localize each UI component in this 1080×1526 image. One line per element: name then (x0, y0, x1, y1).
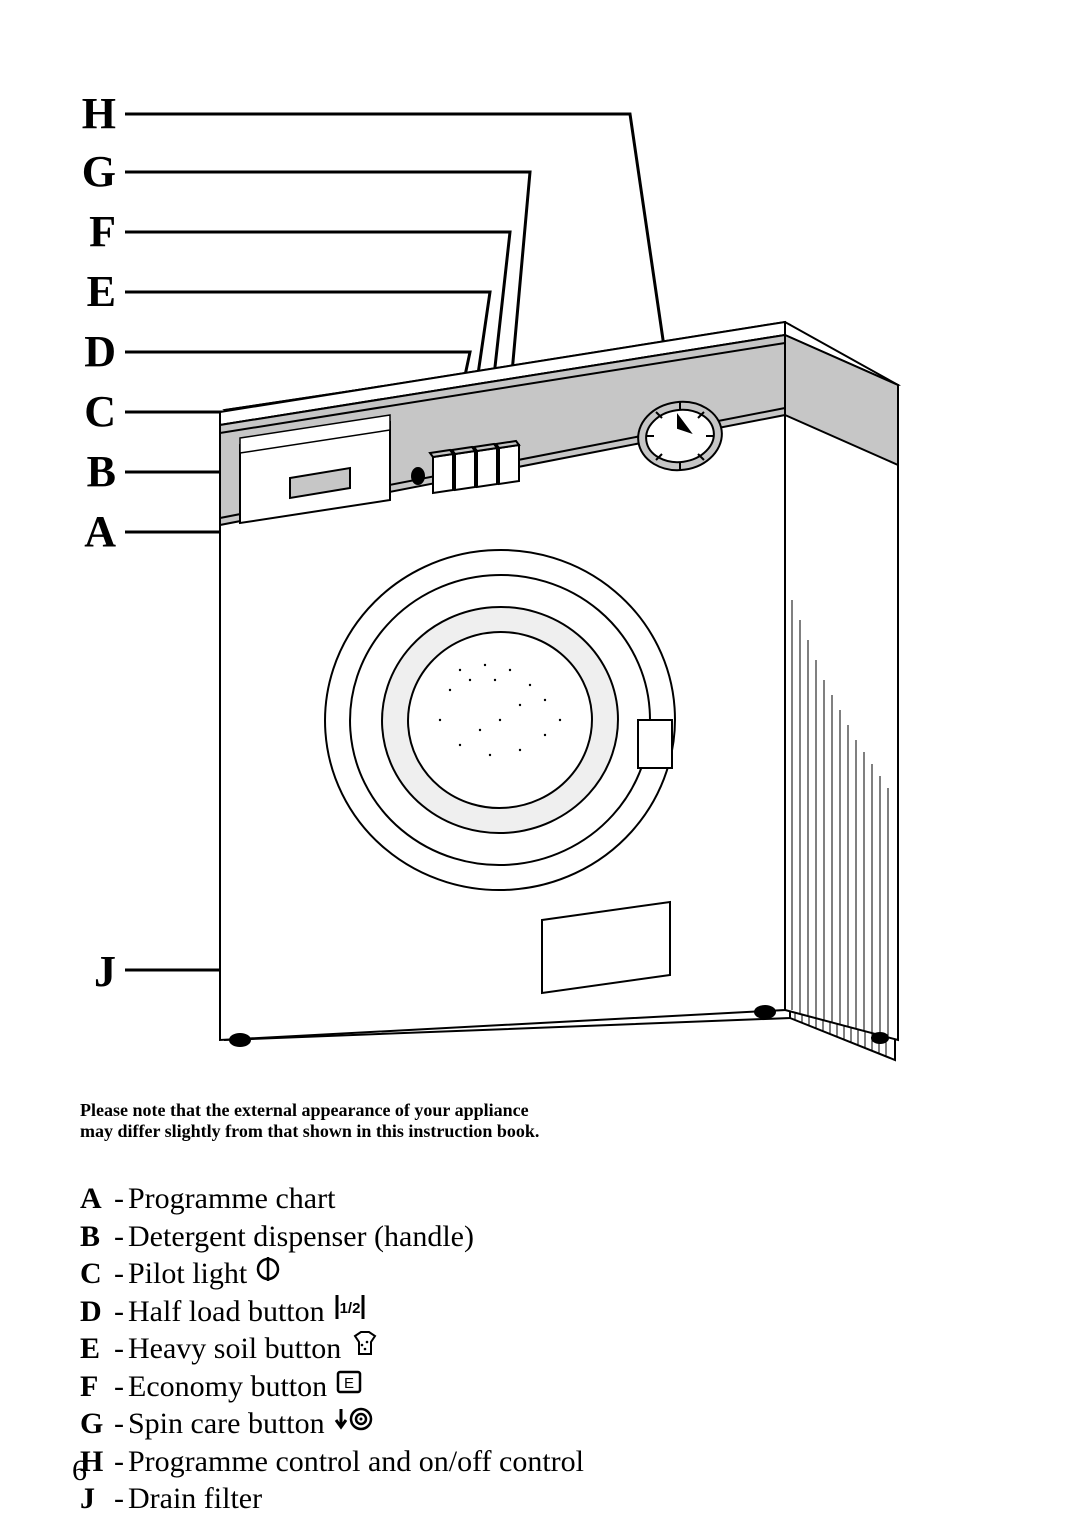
legend-key: F (80, 1368, 114, 1406)
economy-icon: E (335, 1368, 363, 1406)
legend-dash: - (114, 1255, 128, 1293)
heavy-soil-icon (349, 1330, 381, 1368)
legend-desc: Programme control and on/off control (128, 1443, 584, 1481)
legend-dash: - (114, 1218, 128, 1256)
legend-key: D (80, 1293, 114, 1331)
legend-dash: - (114, 1180, 128, 1218)
legend-row-B: B - Detergent dispenser (handle) (80, 1218, 584, 1256)
legend-key: B (80, 1218, 114, 1256)
legend-desc: Spin care button (128, 1405, 325, 1443)
legend-key: A (80, 1180, 114, 1218)
legend-desc: Heavy soil button (128, 1330, 341, 1368)
legend-row-A: A - Programme chart (80, 1180, 584, 1218)
legend-row-H: H - Programme control and on/off control (80, 1443, 584, 1481)
page-number: 6 (72, 1454, 87, 1488)
legend-key: C (80, 1255, 114, 1293)
legend-desc: Detergent dispenser (handle) (128, 1218, 474, 1256)
note-line-2: may differ slightly from that shown in t… (80, 1121, 539, 1141)
legend-desc: Economy button (128, 1368, 327, 1406)
legend-row-F: F - Economy button E (80, 1368, 584, 1406)
legend-dash: - (114, 1443, 128, 1481)
legend-desc: Pilot light (128, 1255, 247, 1293)
legend-dash: - (114, 1480, 128, 1518)
legend-row-C: C - Pilot light (80, 1255, 584, 1293)
legend-key: E (80, 1330, 114, 1368)
legend-row-E: E - Heavy soil button (80, 1330, 584, 1368)
appearance-note: Please note that the external appearance… (80, 1100, 700, 1141)
legend-desc: Drain filter (128, 1480, 262, 1518)
spin-care-icon (333, 1405, 373, 1443)
note-line-1: Please note that the external appearance… (80, 1100, 529, 1120)
legend-dash: - (114, 1368, 128, 1406)
washing-machine-diagram (90, 80, 990, 1085)
svg-text:1/2: 1/2 (339, 1300, 360, 1317)
legend-key: G (80, 1405, 114, 1443)
legend-dash: - (114, 1293, 128, 1331)
page: H G F E D C B A J (0, 0, 1080, 1526)
legend-desc: Half load button (128, 1293, 325, 1331)
legend-row-J: J - Drain filter (80, 1480, 584, 1518)
legend-dash: - (114, 1405, 128, 1443)
legend-row-D: D - Half load button 1/2 (80, 1293, 584, 1331)
legend-desc: Programme chart (128, 1180, 335, 1218)
half-load-icon: 1/2 (333, 1293, 367, 1331)
legend-row-G: G - Spin care button (80, 1405, 584, 1443)
svg-text:E: E (344, 1375, 354, 1392)
legend-dash: - (114, 1330, 128, 1368)
pilot-light-icon (255, 1255, 281, 1293)
parts-legend: A - Programme chart B - Detergent dispen… (80, 1180, 584, 1518)
